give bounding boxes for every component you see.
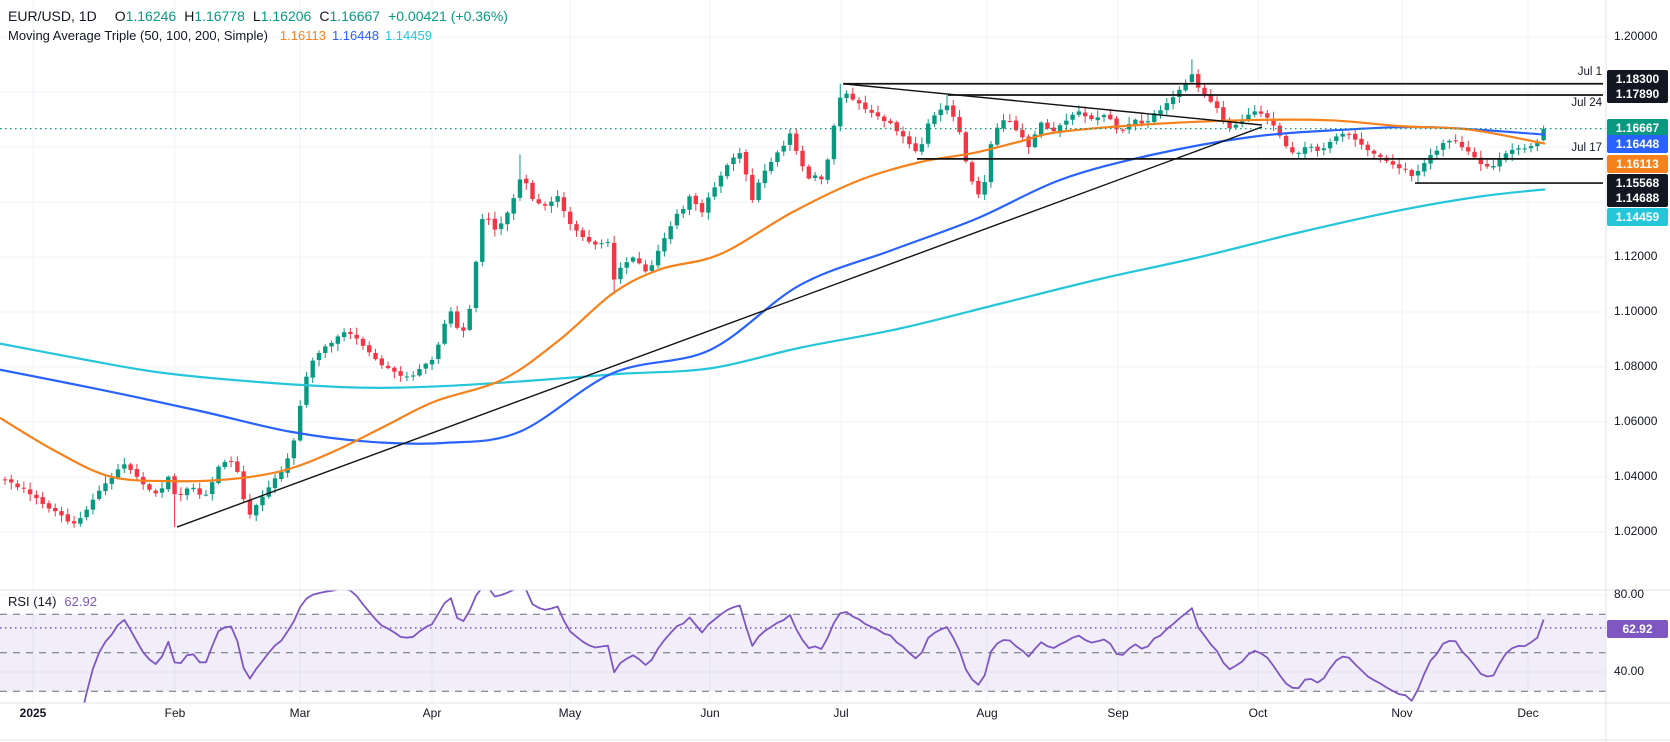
price-tick: 1.20000: [1614, 29, 1658, 43]
ohlc-label: L: [252, 8, 261, 24]
price-tick: 1.04000: [1614, 469, 1658, 483]
price-label-badge: 1.16667: [1607, 119, 1668, 137]
time-axis-label: Aug: [976, 706, 998, 720]
price-label-badge: 1.16113: [1607, 155, 1668, 173]
price-tick: 1.10000: [1614, 304, 1658, 318]
time-axis-label: Dec: [1517, 706, 1539, 720]
rsi-value-badge: 62.92: [1607, 620, 1668, 638]
ma-indicator-title[interactable]: Moving Average Triple (50, 100, 200, Sim…: [8, 28, 268, 43]
drawing-date-label: Jul 1: [1577, 66, 1602, 78]
time-axis-label: Jul: [833, 706, 849, 720]
symbol-header: EUR/USD, 1D O1.16246 H1.16778 L1.16206 C1.16…: [8, 7, 508, 26]
ma-values: 1.16113 1.16448 1.14459: [274, 28, 432, 43]
price-tick: 1.08000: [1614, 359, 1658, 373]
rsi-tick: 40.00: [1614, 664, 1645, 678]
time-axis-label: Nov: [1391, 706, 1413, 720]
ohlc-label: O: [114, 8, 126, 24]
time-axis-label: Oct: [1248, 706, 1268, 720]
ohlc-value: 1.16778: [194, 8, 245, 24]
change-value: +0.00421 (+0.36%): [388, 8, 508, 24]
time-axis-label: Sep: [1107, 706, 1129, 720]
time-axis-label: Apr: [422, 706, 442, 720]
time-axis-label: May: [558, 706, 582, 720]
ma-value: 1.16113: [279, 28, 326, 43]
price-tick: 1.12000: [1614, 249, 1658, 263]
drawing-date-label: Jul 24: [1571, 97, 1602, 109]
rsi-tick: 80.00: [1614, 587, 1645, 601]
price-tick: 1.06000: [1614, 414, 1658, 428]
time-axis-label: Jun: [700, 706, 720, 720]
price-label-badge: 1.16448: [1607, 135, 1668, 153]
ohlc-value: 1.16667: [329, 8, 381, 24]
price-label-badge: 1.14459: [1607, 208, 1668, 226]
price-label-badge: 1.14688: [1607, 189, 1668, 207]
time-axis-label: 2025: [19, 706, 47, 720]
ohlc-values: O1.16246 H1.16778 L1.16206 C1.16667: [107, 8, 380, 24]
price-label-badge: 1.18300: [1607, 70, 1668, 88]
time-axis-label: Mar: [289, 706, 311, 720]
ohlc-value: 1.16246: [125, 8, 177, 24]
ohlc-value: 1.16206: [260, 8, 312, 24]
rsi-indicator-header: RSI (14) 62.92: [8, 594, 97, 609]
price-label-badge: 1.17890: [1607, 85, 1668, 103]
drawing-date-label: Jul 17: [1571, 142, 1602, 154]
price-label-badge: 1.15568: [1607, 174, 1668, 192]
ma-indicator-header: Moving Average Triple (50, 100, 200, Sim…: [8, 27, 432, 45]
rsi-current-value: 62.92: [64, 594, 97, 609]
ma-value: 1.14459: [384, 28, 432, 43]
symbol-title[interactable]: EUR/USD, 1D: [8, 8, 97, 24]
price-tick: 1.02000: [1614, 524, 1658, 538]
ohlc-label: H: [184, 8, 195, 24]
rsi-indicator-title[interactable]: RSI (14): [8, 594, 57, 609]
ma-value: 1.16448: [331, 28, 379, 43]
ohlc-label: C: [319, 8, 330, 24]
time-axis-label: Feb: [164, 706, 186, 720]
